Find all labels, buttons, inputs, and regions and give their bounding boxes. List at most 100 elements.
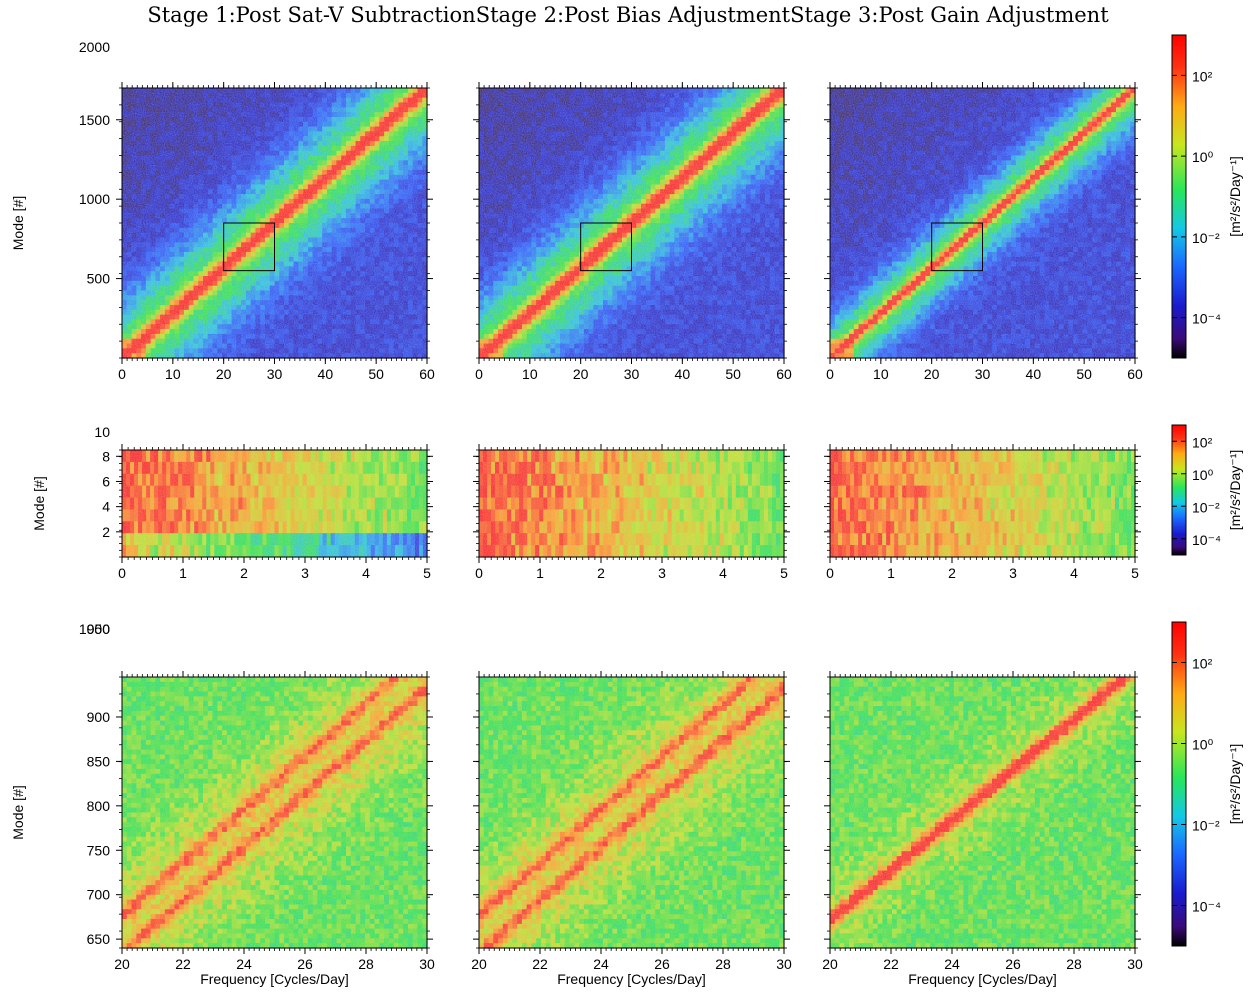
heatmap-cell	[193, 88, 199, 94]
heatmap-cell	[145, 203, 152, 210]
heatmap-cell	[669, 155, 675, 161]
heatmap-cell	[174, 242, 180, 248]
heatmap-cell	[650, 174, 656, 181]
heatmap-cell	[255, 131, 261, 137]
heatmap-cell	[674, 150, 680, 157]
heatmap-cell	[422, 136, 428, 142]
heatmap-cell	[222, 333, 228, 340]
heatmap-cell	[531, 174, 537, 181]
heatmap-cell	[331, 189, 338, 195]
heatmap-cell	[403, 338, 409, 345]
heatmap-cell	[217, 121, 223, 128]
heatmap-cell	[631, 112, 637, 118]
heatmap-cell	[417, 295, 423, 301]
heatmap-cell	[188, 251, 195, 258]
heatmap-cell	[322, 319, 328, 325]
heatmap-cell	[674, 107, 680, 113]
heatmap-cell	[398, 324, 404, 330]
heatmap-cell	[288, 266, 295, 272]
heatmap-cell	[336, 324, 342, 330]
heatmap-cell	[174, 184, 180, 190]
heatmap-cell	[683, 131, 690, 137]
heatmap-cell	[360, 107, 366, 113]
heatmap-cell	[160, 348, 166, 354]
heatmap-cell	[398, 338, 404, 345]
heatmap-cell	[298, 285, 304, 292]
heatmap-cell	[303, 145, 309, 152]
heatmap-cell	[664, 121, 671, 128]
heatmap-cell	[403, 194, 409, 200]
heatmap-cell	[531, 155, 537, 161]
heatmap-cell	[755, 102, 761, 108]
heatmap-cell	[312, 295, 318, 301]
heatmap-cell	[307, 165, 314, 171]
heatmap-cell	[479, 131, 485, 137]
heatmap-cell	[755, 92, 761, 99]
heatmap-cell	[164, 213, 171, 219]
heatmap-cell	[612, 126, 618, 132]
heatmap-cell	[274, 136, 280, 142]
heatmap-cell	[245, 280, 252, 287]
heatmap-cell	[331, 136, 338, 142]
heatmap-cell	[712, 116, 718, 123]
heatmap-cell	[345, 203, 352, 210]
heatmap-cell	[664, 131, 671, 137]
heatmap-cell	[512, 92, 518, 99]
heatmap-cell	[141, 227, 147, 234]
heatmap-cell	[131, 256, 137, 263]
heatmap-cell	[745, 160, 752, 166]
heatmap-cell	[160, 314, 166, 321]
heatmap-cell	[498, 107, 504, 113]
heatmap-cell	[231, 136, 237, 142]
heatmap-cell	[388, 227, 395, 234]
heatmap-cell	[369, 343, 376, 349]
heatmap-cell	[293, 329, 299, 335]
heatmap-cell	[303, 213, 309, 219]
heatmap-cell	[760, 107, 766, 113]
heatmap-cell	[731, 121, 737, 128]
heatmap-cell	[326, 333, 333, 340]
heatmap-cell	[322, 227, 328, 234]
heatmap-cell	[174, 165, 180, 171]
heatmap-cell	[174, 251, 180, 258]
heatmap-cell	[593, 174, 599, 181]
heatmap-cell	[193, 348, 199, 354]
heatmap-cell	[645, 165, 652, 171]
heatmap-cell	[145, 280, 152, 287]
heatmap-cell	[212, 213, 218, 219]
heatmap-cell	[207, 271, 214, 277]
heatmap-cell	[217, 285, 223, 292]
heatmap-cell	[417, 112, 423, 118]
heatmap-cell	[131, 285, 137, 292]
heatmap-cell	[341, 184, 347, 190]
heatmap-cell	[593, 131, 599, 137]
heatmap-cell	[164, 348, 171, 354]
heatmap-cell	[260, 126, 266, 132]
heatmap-cell	[360, 271, 366, 277]
heatmap-cell	[345, 295, 352, 301]
heatmap-cell	[126, 324, 133, 330]
heatmap-cell	[755, 136, 761, 142]
heatmap-cell	[641, 97, 647, 104]
heatmap-cell	[150, 112, 156, 118]
heatmap-cell	[293, 256, 299, 263]
heatmap-cell	[593, 88, 599, 94]
heatmap-cell	[365, 131, 371, 137]
heatmap-cell	[288, 141, 295, 147]
heatmap-cell	[726, 174, 733, 181]
heatmap-cell	[293, 300, 299, 306]
heatmap-cell	[226, 304, 233, 311]
heatmap-cell	[260, 174, 266, 181]
heatmap-cell	[326, 88, 333, 94]
heatmap-cell	[350, 343, 357, 349]
heatmap-cell	[183, 232, 190, 239]
heatmap-cell	[155, 237, 161, 243]
heatmap-cell	[307, 150, 314, 157]
heatmap-cell	[531, 145, 537, 152]
heatmap-cell	[226, 213, 233, 219]
heatmap-cell	[279, 343, 285, 349]
heatmap-cell	[312, 160, 318, 166]
heatmap-cell	[707, 145, 714, 152]
heatmap-cell	[407, 141, 414, 147]
heatmap-cell	[345, 314, 352, 321]
